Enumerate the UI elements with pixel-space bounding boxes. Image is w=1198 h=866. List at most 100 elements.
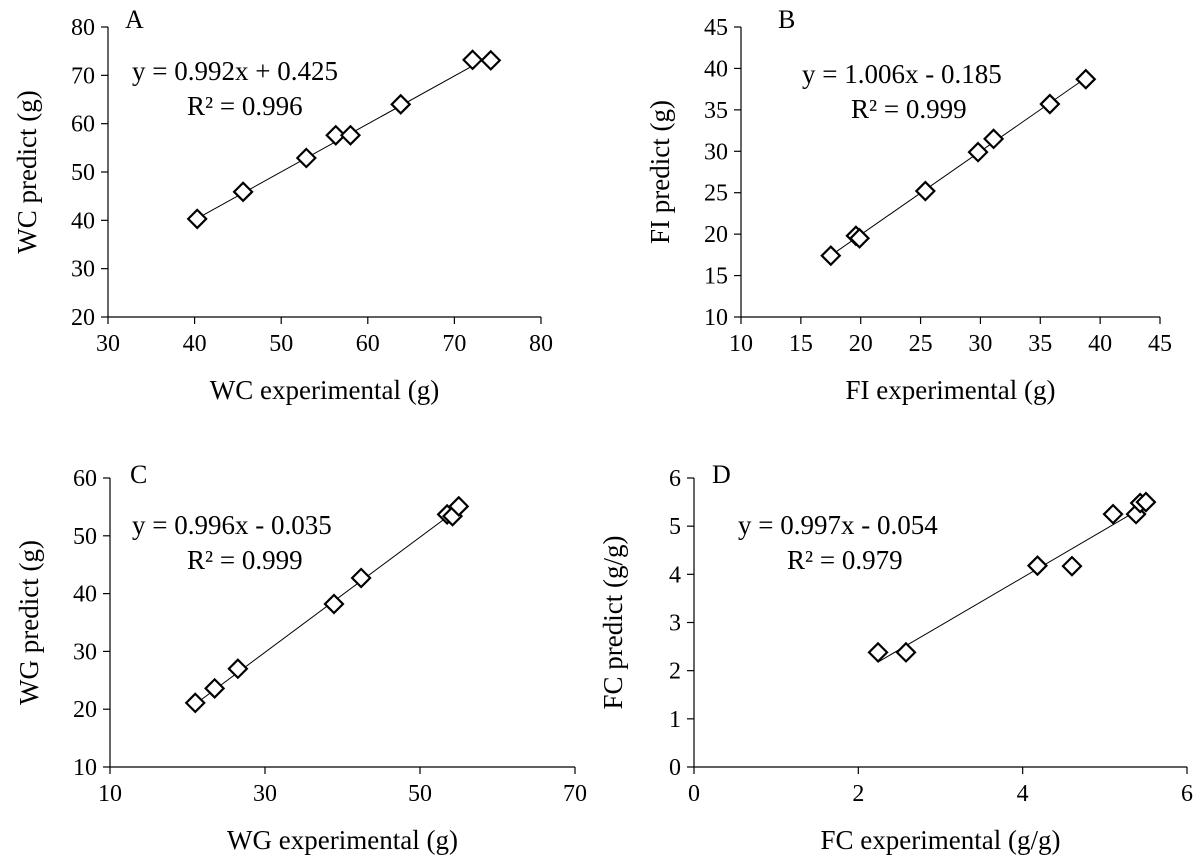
x-tick-label: 30 (253, 781, 277, 807)
y-tick-label: 20 (704, 222, 728, 248)
x-tick-label: 30 (968, 331, 992, 357)
x-axis-title: WC experimental (g) (210, 375, 439, 405)
x-tick-label: 15 (789, 331, 813, 357)
y-tick-label: 40 (73, 582, 97, 608)
x-tick-label: 40 (1088, 331, 1112, 357)
y-tick-label: 35 (704, 98, 728, 124)
data-point-marker (967, 141, 989, 163)
data-point-marker (983, 128, 1005, 150)
panel-letter: A (125, 5, 144, 34)
x-tick-label: 35 (1028, 331, 1052, 357)
x-tick-label: 20 (849, 331, 873, 357)
data-point-marker (448, 495, 470, 517)
y-tick-label: 70 (71, 63, 95, 89)
y-tick-label: 10 (73, 755, 97, 781)
x-tick-label: 30 (96, 331, 120, 357)
data-point-marker (1061, 555, 1083, 577)
data-point-marker (820, 245, 842, 267)
y-tick-label: 60 (71, 112, 95, 138)
x-tick-label: 10 (98, 781, 122, 807)
data-point-marker (186, 208, 208, 230)
data-point-marker (232, 181, 254, 203)
y-tick-label: 20 (73, 697, 97, 723)
r-squared: R² = 0.999 (187, 545, 303, 575)
y-tick-label: 15 (704, 264, 728, 290)
y-tick-label: 6 (669, 466, 681, 492)
y-tick-label: 60 (73, 466, 97, 492)
data-point-marker (295, 147, 317, 169)
data-point-marker (204, 677, 226, 699)
y-tick-label: 5 (669, 514, 681, 540)
x-axis-title: WG experimental (g) (227, 825, 458, 855)
x-tick-label: 60 (356, 331, 380, 357)
data-point-marker (390, 93, 412, 115)
data-point-marker (1026, 555, 1049, 577)
y-tick-label: 4 (669, 562, 681, 588)
x-tick-label: 40 (183, 331, 207, 357)
trend-equation: y = 1.006x - 0.185 (802, 59, 1002, 89)
x-tick-label: 4 (1017, 781, 1029, 807)
y-tick-label: 30 (704, 139, 728, 165)
trendline (877, 505, 1147, 663)
y-tick-label: 45 (704, 15, 728, 41)
y-tick-label: 30 (73, 639, 97, 665)
data-point-marker (1102, 503, 1124, 525)
panel-letter: B (778, 5, 795, 34)
x-tick-label: 80 (529, 331, 553, 357)
data-point-marker (914, 180, 936, 202)
data-point-marker (325, 124, 347, 146)
panel-letter: D (712, 460, 731, 489)
y-tick-label: 30 (71, 257, 95, 283)
trend-equation: y = 0.997x - 0.054 (738, 510, 938, 540)
x-tick-label: 70 (442, 331, 466, 357)
data-point-marker (1075, 68, 1097, 90)
x-axis-title: FI experimental (g) (846, 375, 1056, 405)
r-squared: R² = 0.979 (787, 545, 903, 575)
x-tick-label: 70 (563, 781, 587, 807)
x-tick-label: 45 (1148, 331, 1172, 357)
data-point-marker (339, 124, 362, 146)
data-point-marker (184, 692, 206, 714)
data-point-marker (1039, 93, 1061, 115)
x-tick-label: 0 (688, 781, 700, 807)
y-axis-title: WC predict (g) (12, 90, 42, 253)
y-axis-title: FI predict (g) (645, 100, 675, 244)
x-tick-label: 6 (1181, 781, 1193, 807)
x-axis-title: FC experimental (g/g) (821, 825, 1061, 855)
trend-equation: y = 0.992x + 0.425 (132, 56, 338, 86)
data-point-marker (323, 593, 345, 615)
panel-c: 10 30 50 70 10 20 30 40 50 60 WG experimental (g) W… (14, 460, 587, 855)
y-tick-label: 2 (669, 659, 681, 685)
y-tick-label: 50 (73, 524, 97, 550)
r-squared: R² = 0.999 (851, 94, 967, 124)
data-point-marker (350, 567, 372, 589)
data-point-marker (867, 641, 889, 663)
data-point-marker (227, 658, 249, 680)
data-point-marker (1135, 491, 1157, 513)
x-tick-label: 50 (408, 781, 432, 807)
y-tick-label: 20 (71, 305, 95, 331)
y-tick-label: 40 (704, 56, 728, 82)
y-tick-label: 40 (71, 208, 95, 234)
r-squared: R² = 0.996 (187, 91, 303, 121)
y-axis-title: FC predict (g/g) (598, 536, 628, 710)
y-tick-label: 80 (71, 15, 95, 41)
y-tick-label: 1 (669, 707, 681, 733)
panel-letter: C (130, 460, 147, 489)
x-tick-label: 2 (852, 781, 864, 807)
data-point-marker (848, 227, 871, 249)
y-tick-label: 50 (71, 160, 95, 186)
x-tick-label: 50 (269, 331, 293, 357)
x-tick-label: 25 (909, 331, 933, 357)
y-tick-label: 25 (704, 181, 728, 207)
data-point-marker (895, 641, 917, 663)
panel-d: 0 2 4 6 0 1 2 3 4 5 6 FC experimental (g/g) FC predi… (598, 460, 1193, 855)
panel-b: 10 15 20 25 30 35 40 45 10 15 20 25 30 35 40 45 FI exper… (645, 5, 1172, 405)
data-point-marker (480, 49, 502, 71)
data-point-marker (462, 49, 484, 71)
y-tick-label: 10 (704, 305, 728, 331)
y-tick-label: 3 (669, 611, 681, 637)
y-tick-label: 0 (669, 755, 681, 781)
x-tick-label: 10 (729, 331, 753, 357)
